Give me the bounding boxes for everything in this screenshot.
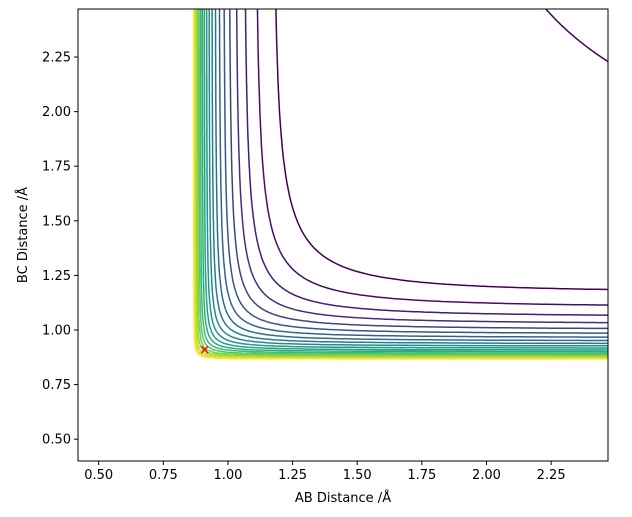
y-tick-label: 1.75 [42,160,71,175]
plot-area [78,9,608,461]
contour-level-2 [244,9,608,316]
y-tick-label: 1.25 [42,269,71,284]
contour-level-9 [208,9,608,347]
contour-level-5 [223,9,608,334]
x-tick-label: 1.25 [278,468,307,483]
x-tick-label: 2.25 [537,468,566,483]
x-tick-label: 1.75 [407,468,436,483]
contour-level-17 [194,9,608,359]
contour-level-19 [193,9,608,360]
y-axis-ticks: 0.50 0.75 1.00 1.25 1.50 1.75 2.00 2.25 [42,51,78,448]
x-tick-label: 1.50 [343,468,372,483]
y-axis-label: BC Distance /Å [15,187,31,283]
y-tick-label: 2.25 [42,51,71,66]
contour-level-16 [195,9,608,358]
x-axis-ticks: 0.50 0.75 1.00 1.25 1.50 1.75 2.00 2.25 [84,461,566,483]
contour-level-12 [201,9,608,353]
marker-layer [200,345,209,354]
contour-level-0 [275,9,608,291]
contour-level-6 [218,9,608,338]
contour-level-13 [199,9,608,354]
x-tick-label: 0.75 [149,468,178,483]
contour-level-7 [214,9,608,342]
contour-level-11 [203,9,608,351]
y-tick-label: 1.00 [42,323,71,338]
transition-state-marker [200,345,209,354]
contour-level-4 [229,9,608,330]
contour-level-10 [205,9,608,349]
x-tick-label: 0.50 [84,468,113,483]
y-tick-label: 0.75 [42,378,71,393]
x-tick-label: 2.00 [472,468,501,483]
y-tick-label: 0.50 [42,433,71,448]
x-axis-label: AB Distance /Å [295,490,391,506]
x-tick-label: 1.00 [213,468,242,483]
contour-level-1 [256,9,608,306]
plot-frame [77,8,609,462]
contour-level-15 [196,9,608,357]
contour-level-14 [198,9,608,356]
y-tick-label: 1.50 [42,214,71,229]
contour-level-8 [211,9,608,345]
contour-lines [193,9,608,360]
contour-level-3 [235,9,608,324]
y-tick-label: 2.00 [42,105,71,120]
